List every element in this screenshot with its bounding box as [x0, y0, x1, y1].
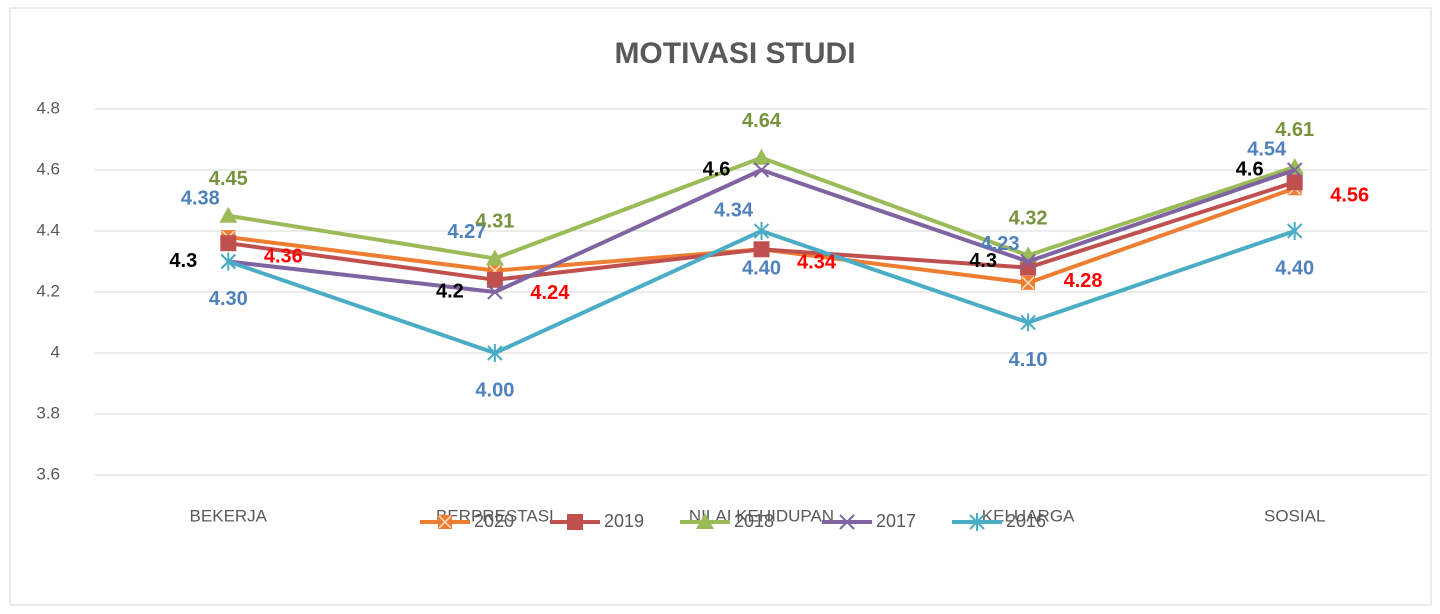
data-label: 4.27 — [447, 221, 486, 243]
marker — [220, 235, 237, 252]
point — [486, 271, 503, 288]
marker — [220, 252, 237, 271]
point — [219, 206, 238, 223]
data-label: 4.34 — [714, 200, 754, 222]
y-tick-label: 4.6 — [36, 159, 60, 178]
marker — [969, 513, 985, 531]
marker — [219, 206, 238, 223]
data-label: 4.6 — [1236, 158, 1264, 180]
legend-item: 2018 — [680, 511, 774, 531]
legend-item: 2019 — [550, 511, 644, 531]
marker — [753, 241, 770, 258]
data-label: 4.36 — [264, 245, 303, 267]
data-label: 4.28 — [1064, 270, 1103, 292]
marker — [485, 249, 504, 266]
marker — [839, 514, 855, 530]
y-tick-label: 3.8 — [36, 403, 60, 422]
marker — [1286, 222, 1303, 240]
data-label: 4.38 — [181, 187, 220, 209]
legend-item: 2016 — [952, 511, 1046, 531]
point — [487, 284, 503, 300]
point — [1021, 275, 1036, 290]
y-tick-label: 4.4 — [36, 220, 60, 239]
data-label: 4.31 — [475, 211, 514, 233]
x-tick-label: KELUARGA — [982, 506, 1075, 525]
data-label: 4.56 — [1330, 184, 1369, 206]
x-tick-label: SOSIAL — [1264, 506, 1325, 525]
data-label: 4.34 — [797, 252, 837, 274]
y-tick-label: 4 — [51, 342, 60, 361]
legend-label: 2017 — [876, 511, 916, 531]
data-label: 4.2 — [436, 280, 464, 302]
data-label: 4.64 — [742, 110, 782, 132]
marker — [1020, 259, 1037, 276]
data-label: 4.6 — [703, 158, 731, 180]
point — [1020, 253, 1036, 270]
data-label: 4.23 — [981, 233, 1020, 255]
marker — [752, 148, 771, 165]
marker — [1020, 313, 1036, 332]
data-label: 4.00 — [475, 379, 514, 401]
point — [1286, 174, 1303, 191]
chart-frame — [9, 7, 1432, 606]
y-tick-label: 4.2 — [36, 281, 60, 300]
marker — [1021, 276, 1035, 290]
y-tick-label: 3.6 — [36, 464, 60, 483]
point — [220, 235, 237, 252]
point — [485, 249, 504, 266]
marker — [438, 515, 452, 529]
marker — [487, 344, 503, 362]
marker — [753, 162, 770, 178]
legend-item: 2020 — [420, 511, 514, 531]
point — [1020, 313, 1036, 332]
point — [1286, 162, 1303, 178]
marker — [696, 513, 714, 529]
marker — [567, 514, 583, 530]
marker — [1020, 253, 1036, 270]
marker — [487, 284, 503, 300]
point — [753, 222, 770, 240]
data-label: 4.10 — [1009, 349, 1048, 371]
point — [487, 344, 503, 362]
data-label: 4.30 — [209, 288, 248, 310]
marker — [486, 271, 503, 288]
legend-label: 2020 — [474, 511, 514, 531]
legend-item: 2017 — [822, 511, 916, 531]
data-label: 4.45 — [209, 168, 248, 190]
point — [753, 241, 770, 258]
point — [753, 162, 770, 178]
data-label: 4.24 — [530, 282, 570, 304]
y-tick-label: 4.8 — [36, 98, 60, 117]
point — [752, 148, 771, 165]
x-tick-label: BEKERJA — [190, 506, 268, 525]
data-label: 4.3 — [969, 250, 997, 272]
legend-label: 2019 — [604, 511, 644, 531]
data-label: 4.32 — [1009, 208, 1048, 230]
marker — [1286, 162, 1303, 178]
data-label: 4.40 — [1275, 257, 1314, 279]
point — [1286, 222, 1303, 240]
chart-title: MOTIVASI STUDI — [614, 37, 855, 70]
marker — [753, 222, 770, 240]
data-label: 4.3 — [169, 250, 197, 272]
data-label: 4.54 — [1247, 139, 1287, 161]
data-label: 4.40 — [742, 257, 781, 279]
legend-label: 2016 — [1006, 511, 1046, 531]
marker — [1286, 174, 1303, 191]
data-label: 4.61 — [1275, 119, 1314, 141]
legend-label: 2018 — [734, 511, 774, 531]
point — [220, 252, 237, 271]
point — [1020, 259, 1037, 276]
